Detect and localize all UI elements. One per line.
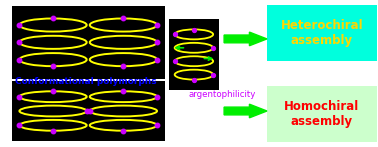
Text: Heterochiral
assembly: Heterochiral assembly: [281, 19, 363, 47]
Text: Homochiral
assembly: Homochiral assembly: [284, 100, 359, 128]
Text: Conformational polymorphs: Conformational polymorphs: [15, 77, 156, 86]
FancyBboxPatch shape: [267, 86, 377, 142]
FancyBboxPatch shape: [169, 19, 219, 90]
FancyBboxPatch shape: [267, 5, 377, 61]
FancyBboxPatch shape: [12, 6, 165, 79]
Polygon shape: [224, 32, 267, 46]
Polygon shape: [224, 104, 267, 118]
FancyBboxPatch shape: [12, 81, 165, 141]
Text: argentophilicity: argentophilicity: [189, 90, 256, 99]
